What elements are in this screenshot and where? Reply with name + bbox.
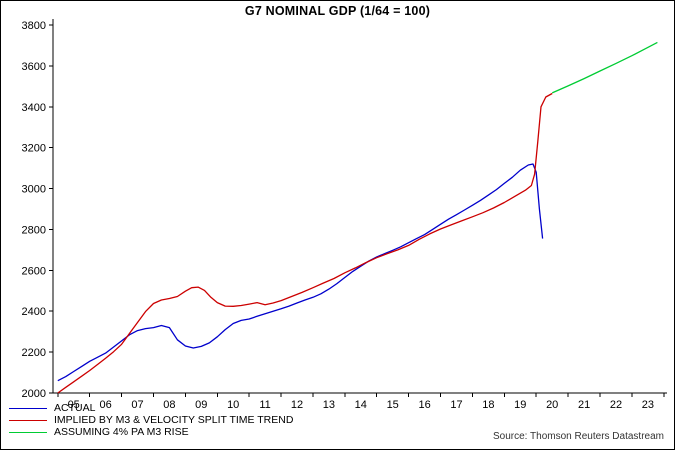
svg-text:3400: 3400 — [22, 102, 46, 114]
svg-text:23: 23 — [642, 399, 654, 411]
svg-text:21: 21 — [578, 399, 590, 411]
svg-text:07: 07 — [131, 399, 143, 411]
svg-text:20: 20 — [546, 399, 558, 411]
legend-item-implied: IMPLIED BY M3 & VELOCITY SPLIT TIME TREN… — [9, 414, 293, 426]
source-attribution: Source: Thomson Reuters Datastream — [492, 431, 664, 442]
legend-item-actual: ACTUAL — [9, 402, 293, 414]
svg-text:09: 09 — [195, 399, 207, 411]
svg-text:14: 14 — [355, 399, 367, 411]
svg-text:18: 18 — [482, 399, 494, 411]
svg-text:16: 16 — [418, 399, 430, 411]
svg-text:19: 19 — [514, 399, 526, 411]
svg-text:22: 22 — [610, 399, 622, 411]
chart-title: G7 NOMINAL GDP (1/64 = 100) — [244, 4, 431, 18]
svg-text:3200: 3200 — [22, 143, 46, 155]
svg-text:17: 17 — [450, 399, 462, 411]
svg-text:08: 08 — [163, 399, 175, 411]
series-line-1 — [57, 92, 553, 394]
svg-text:3000: 3000 — [22, 184, 46, 196]
svg-text:11: 11 — [259, 399, 270, 411]
x-axis-labels: 05 06 07 08 09 10 11 12 13 14 15 16 17 18 19 20 21 22 23 — [68, 399, 654, 411]
series-line-2 — [551, 41, 658, 94]
implied-line-swatch-icon — [9, 419, 47, 421]
svg-text:13: 13 — [323, 399, 335, 411]
svg-text:2800: 2800 — [22, 224, 46, 236]
svg-text:3600: 3600 — [22, 61, 46, 73]
svg-text:2000: 2000 — [22, 388, 46, 400]
legend-label-actual: ACTUAL — [54, 402, 96, 414]
legend-label-assuming: ASSUMING 4% PA M3 RISE — [54, 426, 189, 438]
svg-text:05: 05 — [68, 399, 80, 411]
y-axis-labels: 2000 2200 2400 2600 2800 3000 3200 3400 3600 3800 — [22, 20, 46, 400]
svg-text:2400: 2400 — [22, 306, 46, 318]
assuming-line-swatch-icon — [9, 431, 47, 433]
chart-legend: ACTUAL IMPLIED BY M3 & VELOCITY SPLIT TI… — [9, 402, 293, 438]
actual-line-swatch-icon — [9, 407, 47, 409]
svg-text:10: 10 — [227, 399, 239, 411]
series-line-0 — [57, 163, 544, 382]
svg-text:2600: 2600 — [22, 265, 46, 277]
legend-label-implied: IMPLIED BY M3 & VELOCITY SPLIT TIME TREN… — [54, 414, 294, 426]
svg-text:06: 06 — [99, 399, 111, 411]
svg-text:3800: 3800 — [22, 20, 46, 32]
legend-item-assuming: ASSUMING 4% PA M3 RISE — [9, 426, 293, 438]
axes — [49, 19, 667, 397]
svg-text:2200: 2200 — [22, 347, 46, 359]
svg-text:12: 12 — [291, 399, 303, 411]
svg-text:15: 15 — [387, 399, 399, 411]
